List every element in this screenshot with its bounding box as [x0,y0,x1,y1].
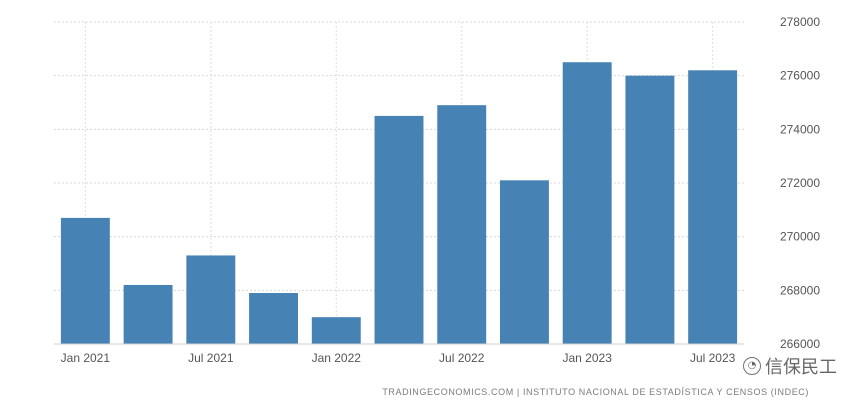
x-axis-tick-label: Jan 2022 [312,351,362,365]
bar [249,293,299,344]
x-axis-tick-label: Jul 2023 [690,351,736,365]
wechat-badge-icon: ◔ [743,357,761,375]
watermark-text: 信保民工 [765,357,837,378]
x-axis-tick-label: Jan 2021 [61,351,111,365]
y-axis-tick-label: 278000 [780,15,820,29]
bar [437,105,487,344]
x-axis-tick-label: Jul 2022 [439,351,485,365]
bar [499,180,549,344]
axis-layer: 266000 268000 270000 272000 274000 276000 2780… [54,15,820,365]
bars-layer [60,62,738,345]
bar [186,255,236,344]
bar [625,75,675,345]
bar [60,217,110,344]
source-text: TRADINGECONOMICS.COM | INSTITUTO NACIONA… [382,387,809,397]
y-axis-tick-label: 274000 [780,122,820,136]
bar [688,70,738,345]
bar [123,284,173,344]
x-axis-tick-label: Jan 2023 [562,351,612,365]
y-axis-tick-label: 272000 [780,176,820,190]
y-axis-tick-label: 266000 [780,337,820,351]
bar [311,317,361,344]
bar [562,62,612,344]
x-axis-tick-label: Jul 2021 [188,351,234,365]
y-axis-tick-label: 270000 [780,230,820,244]
watermark: ◔ 信保民工 [743,353,837,379]
y-axis-tick-label: 268000 [780,283,820,297]
bar [374,115,424,345]
y-axis-tick-label: 276000 [780,69,820,83]
